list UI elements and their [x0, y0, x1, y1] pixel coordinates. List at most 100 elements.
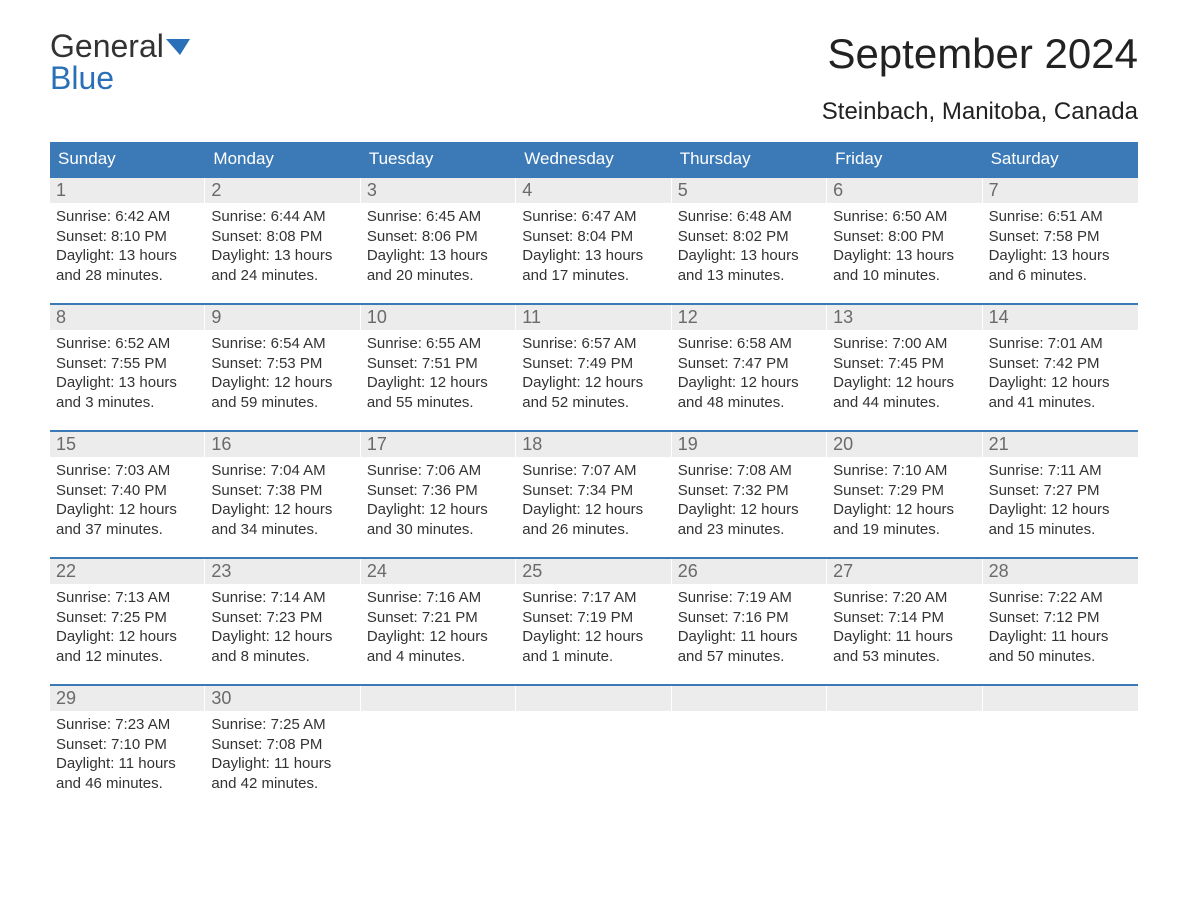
day-number: 23 — [205, 559, 360, 584]
daylight-text: Daylight: 13 hours and 10 minutes. — [833, 246, 976, 285]
day-details: Sunrise: 7:19 AMSunset: 7:16 PMDaylight:… — [672, 584, 827, 670]
sunset-text: Sunset: 8:04 PM — [522, 227, 665, 247]
daylight-text: Daylight: 13 hours and 17 minutes. — [522, 246, 665, 285]
sunrise-text: Sunrise: 6:57 AM — [522, 334, 665, 354]
day-number: 2 — [205, 178, 360, 203]
day-details: Sunrise: 6:58 AMSunset: 7:47 PMDaylight:… — [672, 330, 827, 416]
day-details: Sunrise: 7:04 AMSunset: 7:38 PMDaylight:… — [205, 457, 360, 543]
day-details: Sunrise: 6:47 AMSunset: 8:04 PMDaylight:… — [516, 203, 671, 289]
calendar-day: 28Sunrise: 7:22 AMSunset: 7:12 PMDayligh… — [983, 559, 1138, 670]
day-details: Sunrise: 7:07 AMSunset: 7:34 PMDaylight:… — [516, 457, 671, 543]
sunrise-text: Sunrise: 7:06 AM — [367, 461, 510, 481]
day-number: 25 — [516, 559, 671, 584]
day-details: Sunrise: 6:52 AMSunset: 7:55 PMDaylight:… — [50, 330, 205, 416]
sunset-text: Sunset: 7:47 PM — [678, 354, 821, 374]
weekday-header: Sunday — [50, 142, 205, 176]
day-number: 16 — [205, 432, 360, 457]
sunrise-text: Sunrise: 7:01 AM — [989, 334, 1132, 354]
sunset-text: Sunset: 8:10 PM — [56, 227, 199, 247]
sunrise-text: Sunrise: 6:44 AM — [211, 207, 354, 227]
day-details: Sunrise: 6:45 AMSunset: 8:06 PMDaylight:… — [361, 203, 516, 289]
calendar-day: 25Sunrise: 7:17 AMSunset: 7:19 PMDayligh… — [516, 559, 671, 670]
day-number: 7 — [983, 178, 1138, 203]
calendar-day: 21Sunrise: 7:11 AMSunset: 7:27 PMDayligh… — [983, 432, 1138, 543]
calendar-day: 13Sunrise: 7:00 AMSunset: 7:45 PMDayligh… — [827, 305, 982, 416]
logo-word2: Blue — [50, 60, 114, 96]
calendar-day: 19Sunrise: 7:08 AMSunset: 7:32 PMDayligh… — [672, 432, 827, 543]
day-details: Sunrise: 6:55 AMSunset: 7:51 PMDaylight:… — [361, 330, 516, 416]
calendar-week: 29Sunrise: 7:23 AMSunset: 7:10 PMDayligh… — [50, 684, 1138, 797]
daylight-text: Daylight: 13 hours and 6 minutes. — [989, 246, 1132, 285]
daylight-text: Daylight: 11 hours and 53 minutes. — [833, 627, 976, 666]
sunset-text: Sunset: 7:29 PM — [833, 481, 976, 501]
weekday-header: Tuesday — [361, 142, 516, 176]
daylight-text: Daylight: 13 hours and 24 minutes. — [211, 246, 354, 285]
calendar-day — [827, 686, 982, 797]
sunset-text: Sunset: 7:25 PM — [56, 608, 199, 628]
sunset-text: Sunset: 7:19 PM — [522, 608, 665, 628]
calendar-week: 8Sunrise: 6:52 AMSunset: 7:55 PMDaylight… — [50, 303, 1138, 416]
calendar-day: 22Sunrise: 7:13 AMSunset: 7:25 PMDayligh… — [50, 559, 205, 670]
sunset-text: Sunset: 7:53 PM — [211, 354, 354, 374]
calendar-header: SundayMondayTuesdayWednesdayThursdayFrid… — [50, 142, 1138, 176]
calendar-day: 29Sunrise: 7:23 AMSunset: 7:10 PMDayligh… — [50, 686, 205, 797]
daylight-text: Daylight: 11 hours and 42 minutes. — [211, 754, 354, 793]
sunset-text: Sunset: 8:02 PM — [678, 227, 821, 247]
calendar-day: 5Sunrise: 6:48 AMSunset: 8:02 PMDaylight… — [672, 178, 827, 289]
day-number: 6 — [827, 178, 982, 203]
daylight-text: Daylight: 11 hours and 57 minutes. — [678, 627, 821, 666]
calendar-day: 12Sunrise: 6:58 AMSunset: 7:47 PMDayligh… — [672, 305, 827, 416]
day-details: Sunrise: 7:25 AMSunset: 7:08 PMDaylight:… — [205, 711, 360, 797]
calendar-day: 26Sunrise: 7:19 AMSunset: 7:16 PMDayligh… — [672, 559, 827, 670]
day-number: 9 — [205, 305, 360, 330]
calendar-day: 17Sunrise: 7:06 AMSunset: 7:36 PMDayligh… — [361, 432, 516, 543]
day-number: 30 — [205, 686, 360, 711]
day-number — [983, 686, 1138, 711]
day-number: 13 — [827, 305, 982, 330]
day-number: 11 — [516, 305, 671, 330]
sunrise-text: Sunrise: 7:17 AM — [522, 588, 665, 608]
sunrise-text: Sunrise: 7:23 AM — [56, 715, 199, 735]
calendar-day: 2Sunrise: 6:44 AMSunset: 8:08 PMDaylight… — [205, 178, 360, 289]
calendar-day: 30Sunrise: 7:25 AMSunset: 7:08 PMDayligh… — [205, 686, 360, 797]
sunrise-text: Sunrise: 6:45 AM — [367, 207, 510, 227]
daylight-text: Daylight: 12 hours and 19 minutes. — [833, 500, 976, 539]
day-details: Sunrise: 7:16 AMSunset: 7:21 PMDaylight:… — [361, 584, 516, 670]
day-details: Sunrise: 7:23 AMSunset: 7:10 PMDaylight:… — [50, 711, 205, 797]
day-details: Sunrise: 7:01 AMSunset: 7:42 PMDaylight:… — [983, 330, 1138, 416]
day-number: 18 — [516, 432, 671, 457]
day-details: Sunrise: 7:00 AMSunset: 7:45 PMDaylight:… — [827, 330, 982, 416]
daylight-text: Daylight: 12 hours and 55 minutes. — [367, 373, 510, 412]
day-number: 8 — [50, 305, 205, 330]
day-details: Sunrise: 7:22 AMSunset: 7:12 PMDaylight:… — [983, 584, 1138, 670]
sunset-text: Sunset: 7:36 PM — [367, 481, 510, 501]
calendar-day — [361, 686, 516, 797]
header: General Blue September 2024 — [50, 30, 1138, 94]
weekday-header: Monday — [205, 142, 360, 176]
daylight-text: Daylight: 12 hours and 26 minutes. — [522, 500, 665, 539]
sunrise-text: Sunrise: 6:55 AM — [367, 334, 510, 354]
day-number: 19 — [672, 432, 827, 457]
day-number: 5 — [672, 178, 827, 203]
logo: General Blue — [50, 30, 194, 94]
sunset-text: Sunset: 7:38 PM — [211, 481, 354, 501]
sunset-text: Sunset: 8:00 PM — [833, 227, 976, 247]
calendar-day: 9Sunrise: 6:54 AMSunset: 7:53 PMDaylight… — [205, 305, 360, 416]
sunrise-text: Sunrise: 6:52 AM — [56, 334, 199, 354]
sunset-text: Sunset: 7:12 PM — [989, 608, 1132, 628]
day-details: Sunrise: 6:42 AMSunset: 8:10 PMDaylight:… — [50, 203, 205, 289]
daylight-text: Daylight: 12 hours and 8 minutes. — [211, 627, 354, 666]
day-details: Sunrise: 6:54 AMSunset: 7:53 PMDaylight:… — [205, 330, 360, 416]
sunrise-text: Sunrise: 7:19 AM — [678, 588, 821, 608]
day-number: 21 — [983, 432, 1138, 457]
daylight-text: Daylight: 12 hours and 15 minutes. — [989, 500, 1132, 539]
daylight-text: Daylight: 11 hours and 50 minutes. — [989, 627, 1132, 666]
sunrise-text: Sunrise: 6:54 AM — [211, 334, 354, 354]
sunrise-text: Sunrise: 7:13 AM — [56, 588, 199, 608]
calendar-week: 1Sunrise: 6:42 AMSunset: 8:10 PMDaylight… — [50, 176, 1138, 289]
daylight-text: Daylight: 12 hours and 23 minutes. — [678, 500, 821, 539]
daylight-text: Daylight: 12 hours and 44 minutes. — [833, 373, 976, 412]
subtitle-row: Steinbach, Manitoba, Canada — [50, 98, 1138, 126]
sunset-text: Sunset: 7:23 PM — [211, 608, 354, 628]
calendar-day: 20Sunrise: 7:10 AMSunset: 7:29 PMDayligh… — [827, 432, 982, 543]
